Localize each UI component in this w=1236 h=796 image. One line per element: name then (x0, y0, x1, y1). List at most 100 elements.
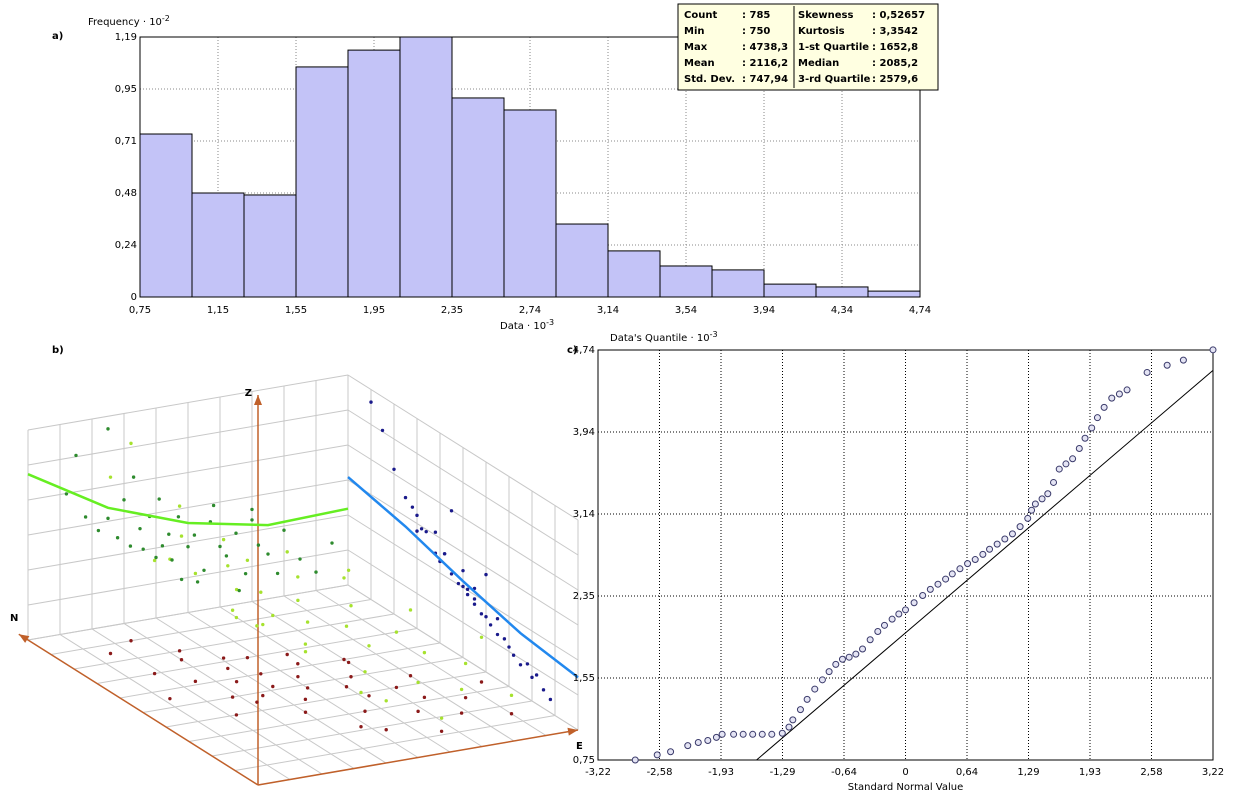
wall-projection (160, 544, 165, 548)
floor-projection (193, 679, 198, 684)
floor-projection (479, 680, 484, 684)
wall-projection (74, 453, 78, 458)
data-point (926, 585, 934, 593)
y-axis-title-text: Frequency · 10 (88, 17, 162, 28)
bar (191, 192, 245, 298)
wall-projection (122, 498, 126, 502)
data-point (1016, 523, 1024, 531)
e-axis-head (567, 727, 578, 736)
wall-projection (502, 637, 507, 641)
x-axis-title: Standard Normal Value (848, 782, 964, 793)
y-tick-label: 3,14 (573, 509, 595, 520)
x-tick-label: 1,55 (285, 305, 307, 316)
reference-line (756, 370, 1214, 761)
floor-projection (344, 685, 349, 689)
data-point (1163, 361, 1171, 369)
floor-projection (394, 685, 399, 690)
wall-grid (27, 479, 349, 536)
data-point (778, 729, 786, 737)
wall-grid (347, 584, 579, 731)
data-point (303, 642, 308, 646)
axis-label: E (576, 741, 583, 752)
data-point (631, 756, 639, 764)
data-point (193, 571, 198, 576)
x-tick-label: -3,22 (585, 767, 611, 778)
x-tick-label: 1,29 (1017, 767, 1039, 778)
wall-projection (96, 528, 101, 533)
floor-grid (283, 595, 515, 742)
wall-projection (534, 673, 539, 677)
data-point (1038, 495, 1046, 503)
data-point (825, 668, 833, 676)
floor-projection (439, 729, 444, 733)
bar (295, 66, 349, 298)
bar (763, 283, 817, 298)
bar (399, 36, 453, 298)
stats-cell: Skewness (798, 10, 853, 21)
floor-projection (363, 709, 367, 713)
floor-grid (119, 642, 441, 699)
floor-projection (234, 713, 239, 717)
data-point (1115, 390, 1123, 398)
data-point (509, 693, 514, 698)
data-point (888, 615, 896, 623)
data-point (271, 613, 275, 618)
wall-projection (314, 570, 318, 574)
data-point (1143, 368, 1151, 376)
data-point (367, 644, 371, 648)
panel-label: a) (52, 31, 63, 42)
floor-projection (359, 725, 363, 729)
x-tick-label: -1,93 (708, 767, 734, 778)
data-point (838, 655, 846, 663)
data-point (1069, 455, 1077, 463)
data-point (1050, 478, 1058, 486)
wall-projection (456, 581, 461, 586)
wall-projection (211, 503, 216, 508)
wall-projection (472, 602, 477, 606)
wall-projection (106, 427, 110, 431)
x-axis-title-exponent: -3 (546, 318, 554, 327)
x-tick-label: 2,58 (1140, 767, 1162, 778)
stats-cell: : 2579,6 (872, 74, 918, 85)
stats-cell: : 4738,3 (742, 42, 788, 53)
data-point (653, 751, 661, 759)
wall-projection (237, 588, 241, 593)
wall-grid (27, 584, 349, 641)
x-tick-label: -0,64 (831, 767, 857, 778)
data-point (768, 730, 776, 738)
x-tick-label: 2,74 (519, 305, 541, 316)
data-point (1024, 514, 1032, 522)
y-tick-label: 0,95 (115, 84, 137, 95)
data-point (1088, 424, 1096, 432)
wall-projection (218, 544, 222, 549)
floor-projection (422, 695, 427, 700)
wall-grid (27, 409, 349, 466)
data-point (758, 730, 766, 738)
y-tick-label: 1,55 (573, 673, 595, 684)
floor-projection (177, 649, 182, 653)
wall-grid (347, 549, 579, 696)
floor-projection (230, 695, 235, 699)
wall-projection (548, 697, 553, 702)
stats-cell: Kurtosis (798, 26, 845, 37)
data-point (789, 716, 797, 724)
wall-projection (154, 555, 158, 560)
floor-projection (129, 639, 133, 643)
panel-label: c) (567, 345, 578, 356)
wall-projection (511, 653, 516, 657)
floor-projection (261, 693, 265, 698)
wall-projection (369, 400, 373, 404)
data-point (108, 475, 113, 479)
data-point (463, 661, 468, 666)
data-point (785, 723, 793, 731)
data-point (1001, 535, 1009, 543)
wall-grid (27, 374, 349, 431)
wall-projection (106, 516, 110, 521)
floor-projection (463, 695, 468, 700)
wall-projection (202, 568, 206, 572)
data-point (1081, 434, 1089, 442)
data-point (259, 590, 263, 594)
data-point (1123, 386, 1131, 394)
